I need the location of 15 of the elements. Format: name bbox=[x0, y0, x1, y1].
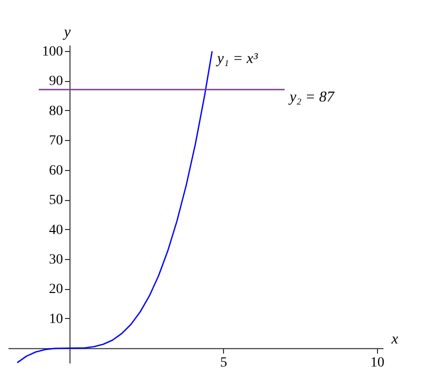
y-tick-label: 60 bbox=[48, 163, 63, 178]
y-tick-label: 20 bbox=[48, 282, 63, 298]
y-tick-label: 100 bbox=[42, 44, 63, 60]
y-tick-label: 90 bbox=[48, 74, 63, 90]
y-tick-label: 10 bbox=[48, 312, 63, 327]
y-tick-label: 50 bbox=[48, 193, 63, 208]
annotation: y₁ = x³ bbox=[215, 51, 258, 68]
y-tick-label: 80 bbox=[48, 104, 63, 119]
x-axis-title: x bbox=[390, 332, 398, 348]
y-tick-label: 40 bbox=[48, 222, 63, 238]
y-tick-label: 70 bbox=[48, 134, 63, 149]
annotation: y₂ = 87 bbox=[288, 90, 336, 106]
y-axis-title: y bbox=[62, 24, 71, 40]
x-tick-label: 5 bbox=[220, 356, 228, 371]
y-tick-label: 30 bbox=[48, 252, 63, 268]
